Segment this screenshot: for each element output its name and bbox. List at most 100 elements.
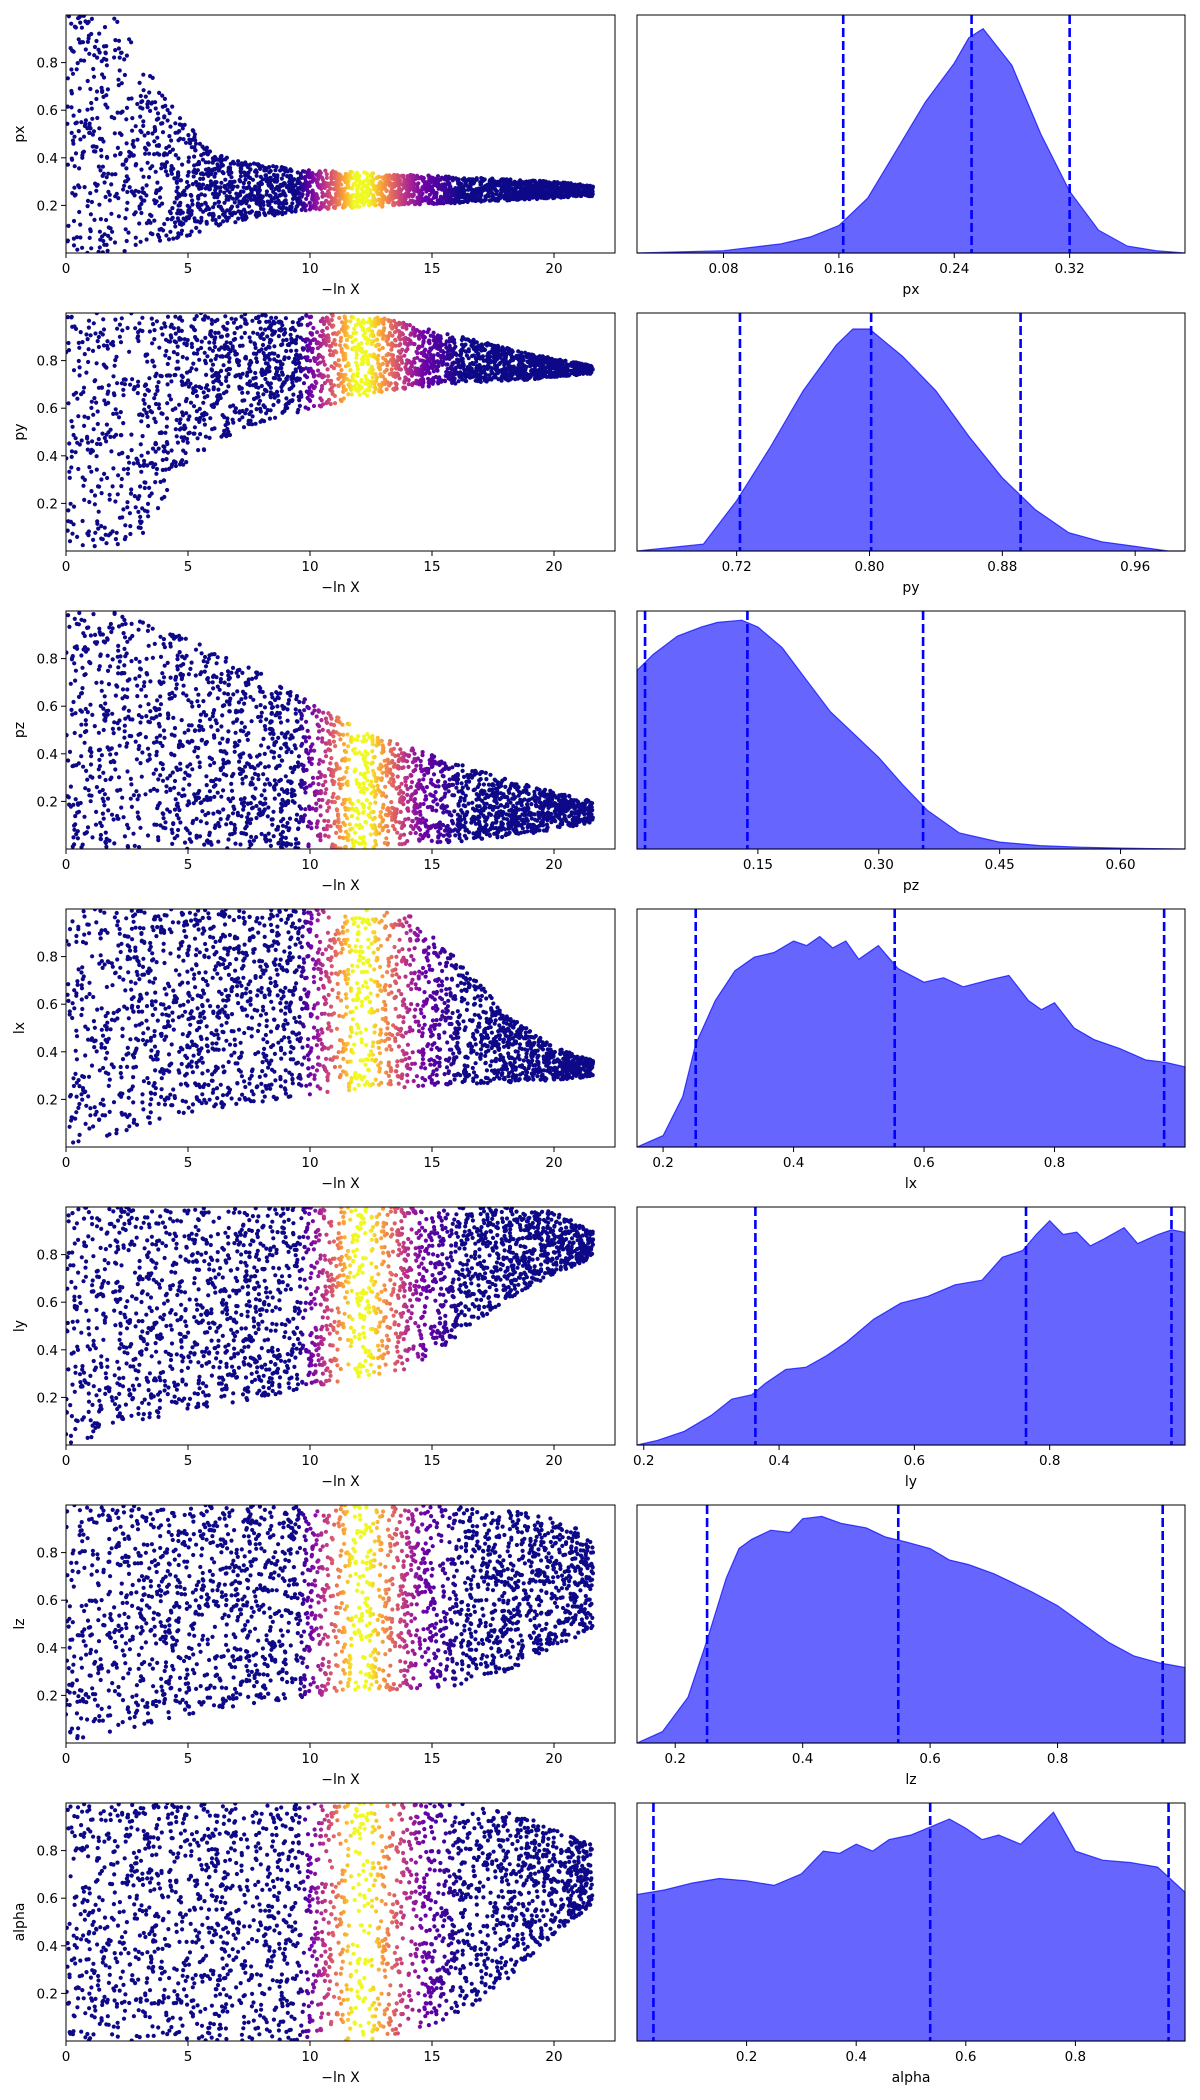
trace-point: [421, 339, 426, 344]
trace-point: [197, 141, 202, 146]
trace-point: [247, 204, 252, 209]
trace-point: [195, 351, 200, 356]
trace-point: [293, 207, 298, 212]
trace-point: [85, 78, 90, 84]
trace-point: [174, 434, 179, 439]
trace-point: [352, 181, 358, 186]
trace-point: [72, 164, 77, 169]
trace-point: [238, 324, 243, 329]
trace-point: [468, 373, 473, 378]
trace-point: [143, 94, 148, 99]
trace-point: [316, 368, 321, 373]
trace-point: [291, 392, 296, 397]
trace-point: [466, 337, 471, 342]
trace-point: [193, 219, 198, 224]
trace-point: [226, 372, 231, 377]
trace-point: [259, 383, 264, 389]
trace-point: [308, 358, 313, 363]
trace-point: [194, 314, 199, 319]
trace-point: [101, 317, 106, 322]
trace-point: [164, 233, 169, 238]
trace-point: [235, 204, 240, 209]
trace-point: [89, 399, 94, 404]
trace-point: [136, 330, 141, 335]
trace-point: [141, 123, 146, 128]
trace-point: [410, 198, 415, 203]
trace-point: [83, 47, 88, 52]
trace-point: [71, 141, 76, 146]
trace-point: [338, 343, 343, 348]
trace-point: [442, 177, 447, 182]
trace-point: [78, 58, 83, 63]
trace-point: [486, 194, 491, 199]
trace-point: [560, 189, 565, 194]
trace-point: [134, 456, 139, 461]
trace-point: [193, 148, 198, 153]
trace-point: [324, 175, 329, 180]
trace-point: [173, 121, 178, 126]
trace-point: [157, 152, 162, 157]
trace-point: [289, 340, 294, 345]
trace-point: [558, 195, 563, 200]
trace-point: [274, 209, 279, 214]
trace-point: [72, 24, 77, 29]
trace-point: [199, 215, 204, 220]
trace-point: [218, 157, 223, 162]
trace-point: [79, 25, 84, 30]
trace-point: [432, 342, 437, 347]
trace-point: [170, 206, 175, 211]
trace-point: [482, 184, 488, 189]
trace-point: [184, 185, 189, 190]
trace-point: [562, 193, 567, 198]
trace-point: [262, 357, 267, 362]
trace-point: [161, 162, 167, 167]
trace-point: [295, 179, 300, 184]
trace-point: [164, 373, 169, 378]
trace-point: [322, 380, 328, 386]
trace-point: [76, 16, 81, 21]
trace-point: [147, 90, 152, 95]
trace-point: [380, 355, 386, 360]
trace-point: [127, 37, 132, 42]
trace-point: [157, 90, 162, 95]
trace-point: [343, 171, 348, 177]
trace-point: [384, 367, 389, 372]
trace-point: [99, 136, 105, 142]
trace-point: [456, 177, 461, 182]
trace-point: [227, 172, 232, 177]
trace-point: [178, 178, 183, 183]
trace-point: [121, 387, 126, 392]
trace-point: [153, 480, 158, 485]
trace-point: [73, 436, 78, 441]
trace-point: [513, 377, 518, 382]
trace-point: [161, 228, 166, 233]
trace-point: [190, 390, 196, 395]
trace-point: [139, 210, 144, 216]
trace-point: [68, 501, 73, 506]
trace-point: [125, 189, 130, 195]
trace-point: [242, 207, 247, 212]
trace-point: [218, 185, 223, 190]
trace-point: [345, 183, 350, 188]
trace-point: [95, 409, 100, 414]
trace-point: [148, 108, 153, 113]
trace-point: [441, 200, 446, 206]
y-tick-label: 0.8: [37, 56, 58, 72]
trace-point: [453, 186, 458, 191]
trace-point: [509, 376, 514, 381]
trace-point: [69, 419, 74, 424]
trace-point: [87, 51, 92, 56]
trace-point: [497, 179, 502, 184]
trace-point: [154, 117, 159, 122]
trace-point: [75, 61, 80, 66]
trace-point: [316, 373, 321, 378]
trace-point: [342, 314, 347, 319]
trace-point: [169, 322, 174, 327]
trace-point: [267, 165, 272, 170]
trace-point: [202, 193, 207, 198]
trace-point: [355, 363, 360, 368]
trace-point: [173, 427, 178, 432]
trace-point: [176, 328, 181, 333]
trace-point: [403, 335, 408, 341]
trace-point: [258, 419, 263, 424]
